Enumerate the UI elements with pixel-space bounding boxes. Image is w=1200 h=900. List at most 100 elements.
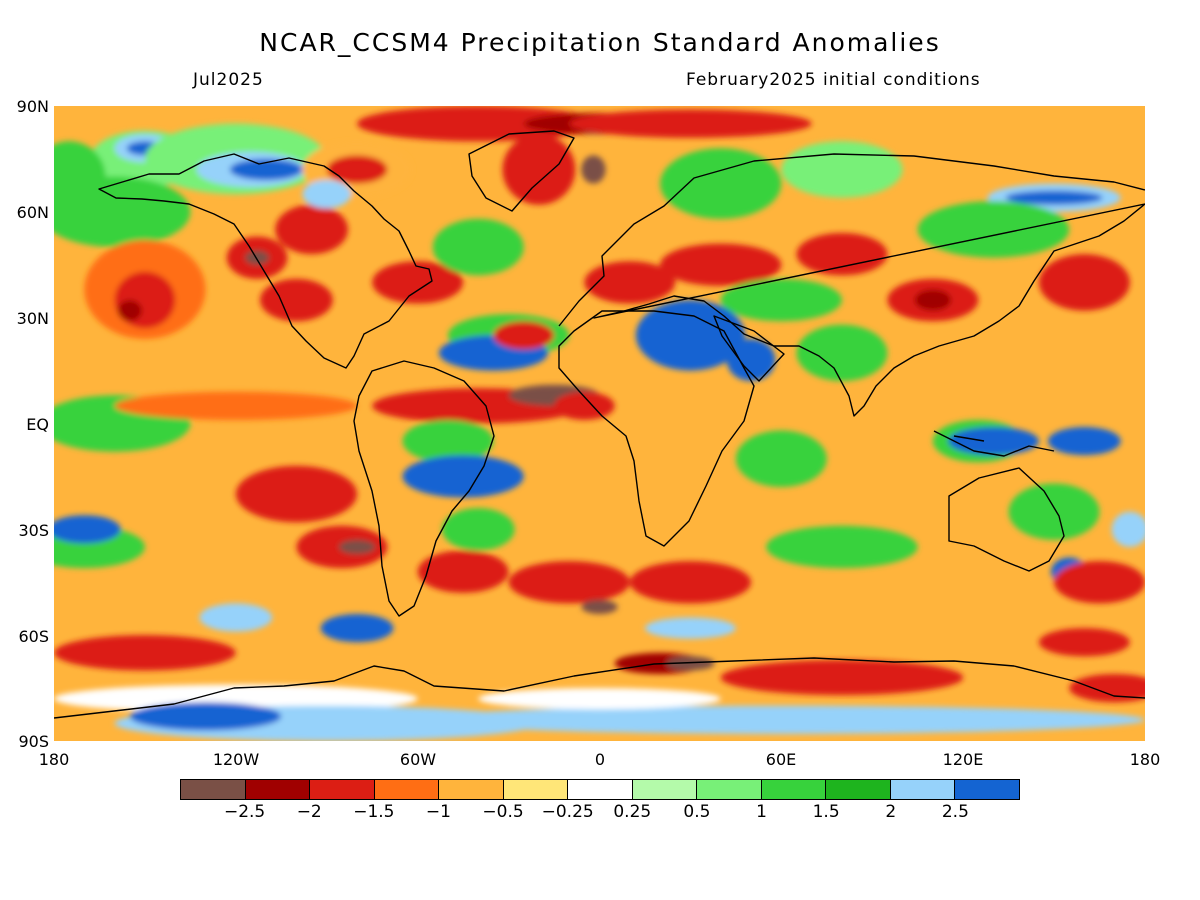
- lon-label-180w: 180: [38, 750, 70, 769]
- lat-label-eq: EQ: [26, 415, 49, 434]
- colorbar-tick-label: 0.5: [683, 802, 711, 822]
- anomaly-patch: [54, 515, 121, 544]
- initial-conditions-label: February2025 initial conditions: [686, 70, 981, 90]
- anomaly-patch: [417, 550, 509, 593]
- colorbar-tick-label: 2: [885, 802, 897, 822]
- coastline-africa: [558, 310, 755, 547]
- colorbar-tick-label: −1.5: [353, 802, 395, 822]
- anomaly-patch: [417, 705, 1145, 734]
- coastline-eurasia: [558, 153, 1145, 417]
- coastline-north-america: [98, 153, 433, 369]
- colorbar-tick-label: −1: [425, 802, 451, 822]
- lat-label-90s: 90S: [18, 732, 49, 751]
- colorbar-swatch: [632, 780, 698, 799]
- colorbar-swatch: [955, 780, 1019, 799]
- anomaly-patch: [666, 656, 715, 671]
- lon-label-180e: 180: [1129, 750, 1161, 769]
- lon-label-60e: 60E: [765, 750, 797, 769]
- anomaly-patch: [726, 338, 776, 382]
- anomaly-patch: [735, 430, 827, 487]
- anomaly-patch: [508, 561, 630, 604]
- colorbar-tick-label: −0.5: [482, 802, 524, 822]
- anomaly-patch: [1008, 483, 1100, 540]
- lat-label-30s: 30S: [18, 521, 49, 540]
- colorbar-swatch: [761, 780, 827, 799]
- anomaly-patch: [302, 180, 351, 209]
- colorbar-tick-label: −2: [296, 802, 322, 822]
- anomaly-patch: [372, 261, 464, 304]
- anomaly-patch: [914, 289, 952, 311]
- colorbar-swatch: [826, 780, 891, 799]
- coastline-greenland: [468, 130, 575, 212]
- anomaly-patch: [766, 525, 918, 569]
- colorbar-swatch: [374, 780, 440, 799]
- anomaly-patch: [629, 561, 752, 604]
- coastlines: [54, 130, 1145, 719]
- anomaly-map: [54, 106, 1145, 741]
- coastline-south-america: [353, 360, 495, 617]
- anomaly-patch: [502, 134, 576, 205]
- lon-label-0: 0: [594, 750, 606, 769]
- anomaly-patch: [660, 148, 782, 219]
- colorbar: [180, 779, 1020, 800]
- colorbar-tick-label: −0.25: [541, 802, 594, 822]
- anomaly-patch: [199, 603, 273, 632]
- colorbar-tick-label: −2.5: [223, 802, 266, 822]
- anomaly-patch: [1069, 673, 1145, 703]
- anomaly-patch: [948, 427, 1039, 456]
- anomaly-patch: [1038, 628, 1130, 657]
- map-title: NCAR_CCSM4 Precipitation Standard Anomal…: [259, 28, 941, 57]
- lon-label-120e: 120E: [942, 750, 984, 769]
- anomaly-patch: [235, 465, 358, 523]
- anomaly-patch: [54, 176, 191, 248]
- anomaly-patch: [229, 158, 303, 181]
- coastline-indonesia: [933, 430, 1055, 457]
- anomaly-patch: [432, 218, 524, 276]
- colorbar-tick-label: 1.5: [812, 802, 840, 822]
- coastline-australia: [948, 467, 1065, 572]
- anomaly-patch: [338, 539, 376, 555]
- anomaly-patch: [720, 278, 842, 322]
- colorbar-swatch: [568, 780, 633, 799]
- anomaly-patch: [796, 324, 888, 382]
- colorbar-swatch: [503, 780, 569, 799]
- anomaly-patch: [114, 391, 358, 420]
- anomaly-patch: [796, 233, 888, 276]
- anomaly-patch: [441, 508, 515, 551]
- colorbar-swatch: [697, 780, 762, 799]
- target-month-label: Jul2025: [193, 70, 264, 90]
- lon-label-60w: 60W: [399, 750, 437, 769]
- anomaly-patch: [1005, 190, 1103, 205]
- lat-label-60s: 60S: [18, 627, 49, 646]
- anomaly-patch: [1111, 511, 1145, 547]
- colorbar-swatch: [439, 780, 504, 799]
- colorbar-swatch: [310, 780, 375, 799]
- colorbar-swatch: [245, 780, 311, 799]
- anomaly-patch: [581, 599, 618, 614]
- anomaly-patch: [1038, 254, 1130, 311]
- anomaly-patch: [493, 321, 555, 350]
- anomaly-patch: [129, 702, 282, 731]
- colorbar-tick-label: 1: [756, 802, 767, 822]
- lat-label-60n: 60N: [16, 203, 49, 222]
- coastline-arabia: [713, 315, 785, 382]
- anomaly-patch: [320, 614, 394, 643]
- anomaly-patch: [584, 261, 676, 304]
- anomaly-patch: [781, 141, 903, 198]
- anomaly-patch: [275, 204, 348, 255]
- anomaly-patch: [260, 278, 333, 322]
- coastline-antarctica: [54, 657, 1145, 719]
- colorbar-swatch: [890, 780, 956, 799]
- anomaly-patch: [1054, 561, 1145, 604]
- anomaly-patch: [569, 109, 812, 138]
- anomaly-patch: [244, 250, 270, 265]
- colorbar-swatch: [181, 780, 246, 799]
- anomaly-patch: [402, 419, 494, 463]
- anomaly-patch: [478, 688, 721, 710]
- lat-label-90n: 90N: [16, 97, 49, 116]
- lon-label-120w: 120W: [212, 750, 260, 769]
- anomaly-patch: [54, 635, 236, 671]
- anomaly-patch: [917, 201, 1070, 258]
- anomaly-patch: [114, 271, 176, 329]
- anomaly-patch: [660, 243, 782, 286]
